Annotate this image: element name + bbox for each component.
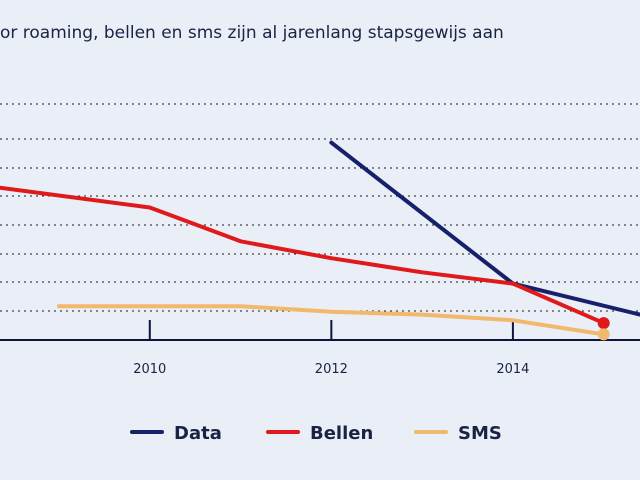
series-line-bellen <box>0 185 606 326</box>
chart-title: or roaming, bellen en sms zijn al jarenl… <box>0 23 504 43</box>
x-ticks: 2010 2012 2014 <box>133 320 529 377</box>
legend: Data Bellen SMS <box>130 423 502 444</box>
legend-label-bellen: Bellen <box>310 423 373 444</box>
x-tick-label-2010: 2010 <box>133 362 166 377</box>
legend-label-data: Data <box>174 423 222 444</box>
legend-label-sms: SMS <box>458 423 502 444</box>
series-line-data <box>329 140 640 317</box>
x-tick-label-2012: 2012 <box>315 362 348 377</box>
series-point-sms <box>597 328 610 341</box>
series-lines <box>0 140 640 341</box>
x-tick-label-2014: 2014 <box>496 362 529 377</box>
series-point-bellen <box>597 317 610 330</box>
gridlines <box>0 103 640 312</box>
series-line-sms <box>57 304 606 337</box>
